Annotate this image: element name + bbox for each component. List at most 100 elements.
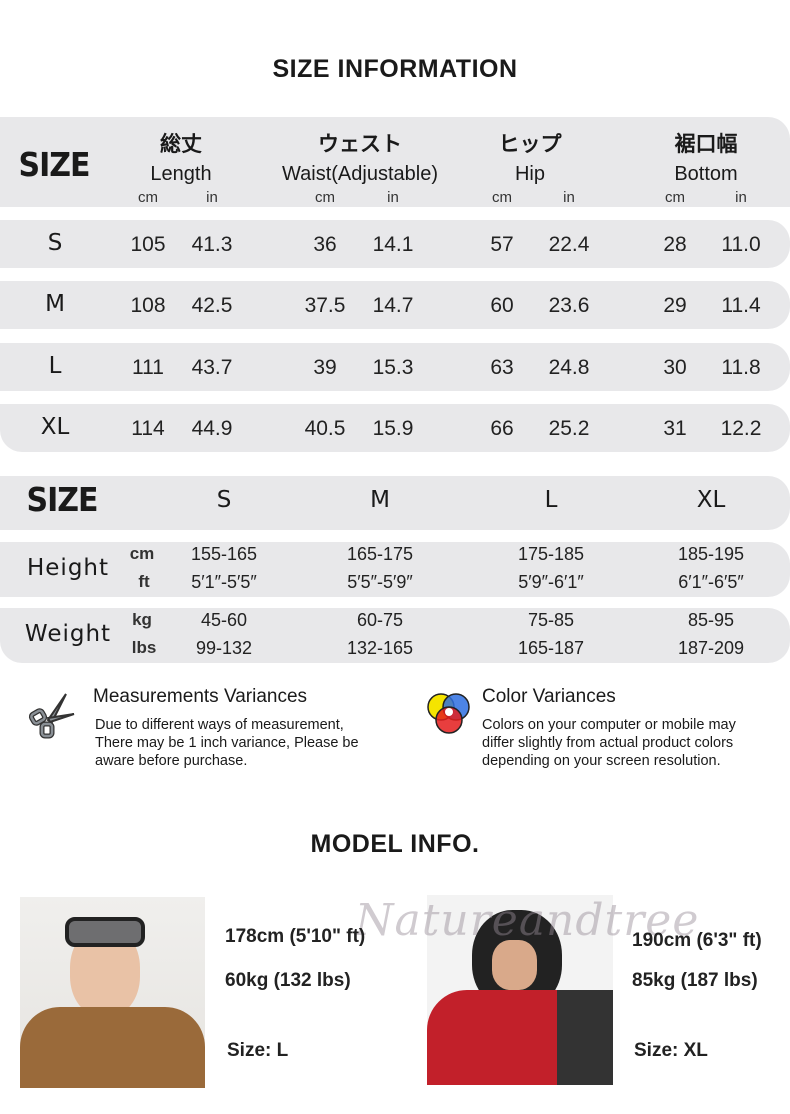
model2-height: 190cm (6'3" ft)	[632, 930, 762, 951]
unit-in: in	[563, 189, 575, 206]
size-header: SIZE	[18, 146, 90, 185]
column-header-en: Bottom	[674, 163, 738, 185]
model-photo-2	[427, 895, 613, 1085]
cell-value: 60-75	[356, 610, 404, 630]
model-info-title: MODEL INFO.	[310, 830, 480, 858]
cell-value: 36	[313, 233, 337, 256]
cell-value: 165-187	[517, 638, 585, 658]
scissors-icon	[28, 693, 75, 739]
cell-value: 57	[490, 233, 514, 256]
cell-value: 11.8	[721, 356, 761, 379]
unit-cm: cm	[315, 189, 335, 206]
cell-value: 23.6	[548, 294, 590, 317]
cell-value: 66	[490, 417, 514, 440]
row-size: XL	[40, 414, 70, 440]
column-header-en: Length	[150, 163, 212, 185]
unit-in: in	[387, 189, 399, 206]
column-header-en: Hip	[514, 163, 546, 185]
model-photo-1	[20, 897, 205, 1088]
cell-value: 22.4	[548, 233, 590, 256]
cell-value: 75-85	[527, 610, 575, 630]
unit-in: in	[735, 189, 747, 206]
cell-value: 28	[663, 233, 687, 256]
cell-value: 111	[132, 356, 164, 379]
note-title: Color Variances	[482, 686, 616, 707]
cell-value: 165-175	[346, 544, 414, 564]
model1-size: Size: L	[227, 1040, 289, 1061]
color-circles-icon	[427, 693, 470, 734]
model1-height: 178cm (5'10" ft)	[225, 926, 366, 947]
size-col-header: S	[216, 487, 232, 513]
note-title: Measurements Variances	[93, 686, 308, 707]
column-header-jp: ウェスト	[318, 132, 402, 156]
unit: kg	[132, 610, 152, 629]
model2-size: Size: XL	[634, 1040, 708, 1061]
size-col-header: XL	[696, 487, 726, 513]
note-body: Colors on your computer or mobile may di…	[482, 717, 736, 769]
table-header	[0, 117, 790, 207]
size-col-header: M	[370, 487, 390, 513]
cell-value: 31	[663, 417, 687, 440]
column-header-en: Waist(Adjustable)	[282, 163, 438, 185]
height-label: Height	[26, 555, 110, 581]
table2-header	[0, 476, 790, 530]
cell-value: 14.7	[372, 294, 414, 317]
weight-label: Weight	[24, 621, 112, 647]
cell-value: 99-132	[195, 638, 253, 658]
cell-value: 108	[130, 294, 166, 317]
cell-value: 11.4	[721, 294, 761, 317]
height-row	[0, 542, 790, 597]
cell-value: 15.3	[372, 356, 414, 379]
table-row	[0, 220, 790, 268]
column-header-jp: 裾口幅	[674, 132, 738, 156]
cell-value: 5′1″-5′5″	[191, 572, 257, 592]
cell-value: 114	[131, 417, 165, 440]
cell-value: 29	[663, 294, 687, 317]
cell-value: 6′1″-6′5″	[678, 572, 744, 592]
cell-value: 85-95	[687, 610, 735, 630]
cell-value: 37.5	[304, 294, 346, 317]
unit: ft	[138, 572, 150, 591]
cell-value: 132-165	[346, 638, 414, 658]
unit-in: in	[206, 189, 218, 206]
cell-value: 42.5	[191, 294, 233, 317]
cell-value: 12.2	[720, 417, 762, 440]
unit: cm	[129, 544, 155, 563]
table-row	[0, 404, 790, 452]
model2-weight: 85kg (187 lbs)	[632, 970, 758, 991]
cell-value: 187-209	[677, 638, 745, 658]
row-size: M	[45, 291, 65, 317]
column-header-jp: 総丈	[160, 132, 202, 156]
weight-row	[0, 608, 790, 663]
cell-value: 175-185	[517, 544, 585, 564]
unit-cm: cm	[138, 189, 158, 206]
cell-value: 44.9	[191, 417, 233, 440]
table-row	[0, 343, 790, 391]
table-row	[0, 281, 790, 329]
cell-value: 60	[490, 294, 514, 317]
row-size: L	[48, 353, 62, 379]
cell-value: 14.1	[372, 233, 414, 256]
cell-value: 155-165	[190, 544, 258, 564]
cell-value: 15.9	[372, 417, 414, 440]
unit: lbs	[131, 638, 157, 657]
cell-value: 5′9″-6′1″	[518, 572, 584, 592]
cell-value: 25.2	[548, 417, 590, 440]
model1-weight: 60kg (132 lbs)	[225, 970, 351, 991]
unit-cm: cm	[492, 189, 512, 206]
cell-value: 41.3	[191, 233, 233, 256]
cell-value: 45-60	[200, 610, 248, 630]
cell-value: 11.0	[721, 233, 761, 256]
size-col-header: L	[544, 487, 558, 513]
cell-value: 43.7	[191, 356, 233, 379]
size-header: SIZE	[26, 481, 98, 520]
cell-value: 185-195	[677, 544, 745, 564]
note-body: Due to different ways of measurement, Th…	[95, 717, 359, 769]
watermark: Natureandtree	[355, 895, 700, 946]
cell-value: 30	[663, 356, 687, 379]
page-title: SIZE INFORMATION	[272, 55, 518, 83]
row-size: S	[47, 230, 63, 256]
cell-value: 63	[490, 356, 514, 379]
cell-value: 105	[130, 233, 166, 256]
column-header-jp: ヒップ	[498, 132, 562, 156]
